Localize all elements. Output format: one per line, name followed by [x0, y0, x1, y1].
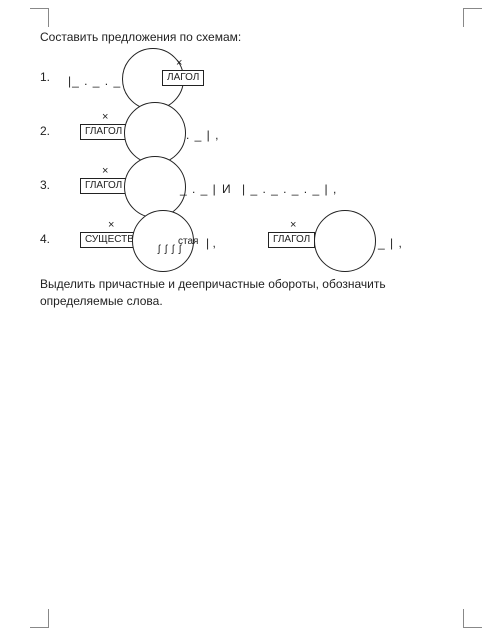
title: Составить предложения по схемам:: [40, 30, 472, 44]
pattern-text: _ | ,: [378, 236, 403, 250]
x-mark: ×: [108, 220, 114, 231]
row-number: 3.: [40, 178, 50, 192]
row-stage: × ГЛАГОЛ _ . _ | И | _ . _ . _ . _ | ,: [62, 160, 482, 210]
wavy-underline: ʃ ʃ ʃ ʃ: [158, 244, 182, 255]
row-number: 4.: [40, 232, 50, 246]
schema-row-3: 3. × ГЛАГОЛ _ . _ | И | _ . _ . _ . _ | …: [40, 160, 472, 210]
crop-corner: [30, 609, 49, 628]
pattern-text: _ . _ |: [180, 182, 217, 196]
schema-row-1: 1. |_ . _ . _ × ЛАГОЛ: [40, 52, 472, 102]
crop-corner: [463, 8, 482, 27]
pos-label: ЛАГОЛ: [162, 70, 204, 86]
x-mark: ×: [176, 58, 182, 69]
circle-shape: [124, 102, 186, 164]
row-number: 1.: [40, 70, 50, 84]
pos-label: ГЛАГОЛ: [80, 178, 127, 194]
row-stage: × ГЛАГОЛ . _ | ,: [62, 106, 482, 156]
pattern-text: | _ . _ . _ . _ | ,: [242, 182, 337, 196]
pattern-text: . _ | ,: [186, 128, 219, 142]
pattern-text: | ,: [206, 236, 216, 250]
row-stage: |_ . _ . _ × ЛАГОЛ: [62, 52, 482, 102]
pos-label: ГЛАГОЛ: [80, 124, 127, 140]
conjunction: И: [222, 182, 231, 196]
row-stage: × СУЩЕСТВ. стая ʃ ʃ ʃ ʃ | , × ГЛАГОЛ _ |…: [62, 214, 482, 264]
x-mark: ×: [290, 220, 296, 231]
schema-row-4: 4. × СУЩЕСТВ. стая ʃ ʃ ʃ ʃ | , × ГЛАГОЛ …: [40, 214, 472, 264]
x-mark: ×: [102, 112, 108, 123]
row-number: 2.: [40, 124, 50, 138]
content-area: Составить предложения по схемам: 1. |_ .…: [40, 30, 472, 310]
instruction-text: Выделить причастные и деепричастные обор…: [40, 276, 472, 310]
schema-row-2: 2. × ГЛАГОЛ . _ | ,: [40, 106, 472, 156]
crop-corner: [463, 609, 482, 628]
x-mark: ×: [102, 166, 108, 177]
page: Составить предложения по схемам: 1. |_ .…: [0, 0, 500, 636]
crop-corner: [30, 8, 49, 27]
pos-label: ГЛАГОЛ: [268, 232, 315, 248]
circle-shape: [124, 156, 186, 218]
circle-shape: [314, 210, 376, 272]
pattern-text: |_ . _ . _: [68, 74, 121, 88]
